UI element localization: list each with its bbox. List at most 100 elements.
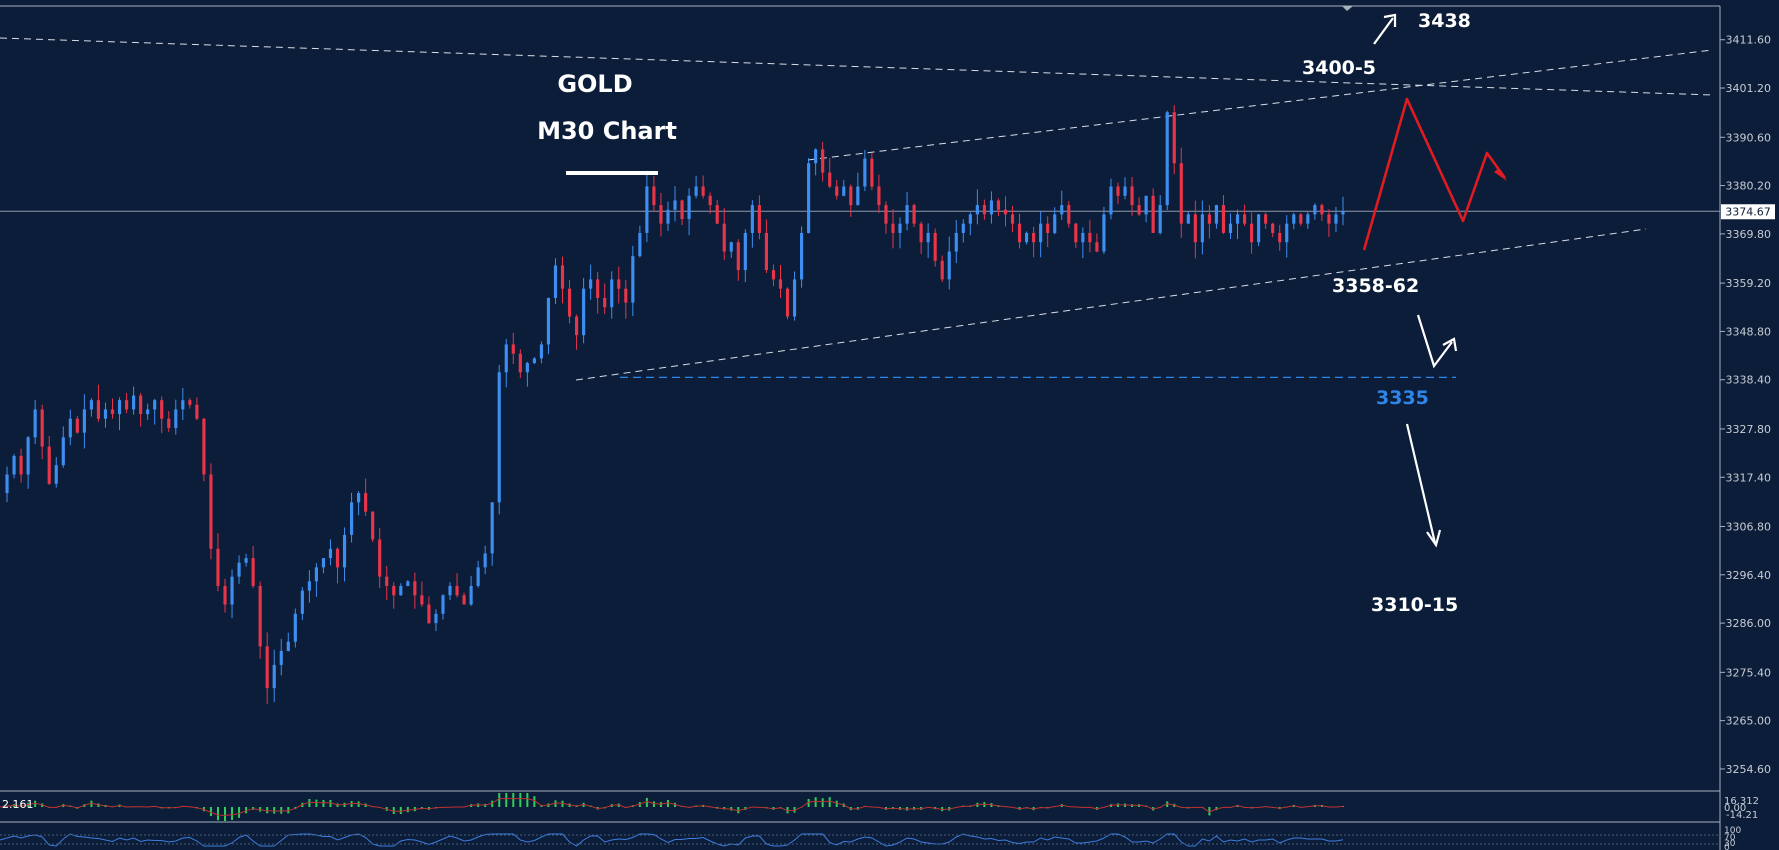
oscillator-bar xyxy=(34,800,37,807)
oscillator-bar xyxy=(821,798,824,807)
forecast-scenario xyxy=(1362,97,1507,251)
price-tick-label: 3317.40 xyxy=(1726,471,1772,484)
candle-body xyxy=(567,288,572,317)
candle-body xyxy=(371,511,375,540)
oscillator-bar xyxy=(526,793,529,807)
candle-body xyxy=(258,585,262,647)
oscillator-scale-mid: 0.00 xyxy=(1724,803,1746,814)
candle-body xyxy=(1123,186,1127,196)
candle-body xyxy=(1046,223,1050,233)
candle-body xyxy=(638,232,642,257)
candle-body xyxy=(1320,205,1324,215)
candle-body xyxy=(160,400,164,419)
candle-body xyxy=(933,232,937,261)
candle-body xyxy=(1010,214,1015,224)
candle-body xyxy=(195,404,199,419)
candle-body xyxy=(982,205,986,215)
price-tick-label: 3401.20 xyxy=(1726,82,1772,95)
rsi-scale-bottom: 0 xyxy=(1724,843,1730,850)
price-tick-label: 3327.80 xyxy=(1726,423,1772,436)
candle-body xyxy=(905,205,909,224)
candle-body xyxy=(490,502,494,554)
candle-body xyxy=(603,297,607,308)
candle-body xyxy=(870,158,874,187)
candle-body xyxy=(174,409,178,429)
oscillator-bar xyxy=(498,793,501,807)
candle-body xyxy=(828,172,832,187)
candle-body xyxy=(1172,112,1176,164)
candle-body xyxy=(342,534,347,568)
candle-body xyxy=(849,186,853,206)
candle-body xyxy=(898,223,902,233)
oscillator-bar xyxy=(315,799,318,807)
candle-body xyxy=(61,437,65,466)
oscillator-bar xyxy=(512,793,515,807)
oscillator-bar xyxy=(835,800,838,807)
candle-body xyxy=(694,186,698,196)
oscillator-bar xyxy=(287,807,290,814)
candle-body xyxy=(434,613,438,624)
candle-body xyxy=(1285,223,1289,243)
candle-body xyxy=(420,595,424,605)
oscillator-bar xyxy=(357,801,360,807)
candle-body xyxy=(947,251,951,280)
title-underline xyxy=(566,171,658,175)
candle-body xyxy=(96,400,101,419)
candle-body xyxy=(1306,214,1310,224)
oscillator-bar xyxy=(807,798,810,807)
candle-body xyxy=(1200,214,1204,243)
oscillator-bar xyxy=(90,800,93,807)
candle-body xyxy=(652,186,656,206)
candle-body xyxy=(272,664,276,689)
oscillator-bar xyxy=(737,807,740,814)
arrow-up-target-shaft xyxy=(1373,17,1394,45)
rsi-scale-top: 100 xyxy=(1724,826,1741,836)
candle-body xyxy=(1102,214,1106,252)
candle-body xyxy=(645,186,649,233)
candle-body xyxy=(891,223,895,233)
candle-body xyxy=(596,279,600,298)
candle-body xyxy=(996,200,1001,210)
price-tick-label: 3359.20 xyxy=(1726,277,1772,290)
candle-body xyxy=(919,223,923,243)
oscillator-bar xyxy=(273,807,276,814)
rsi-scale-30: 30 xyxy=(1724,839,1736,849)
candle-body xyxy=(842,186,846,196)
candle-body xyxy=(1158,205,1162,233)
candle-body xyxy=(574,316,579,336)
candle-body xyxy=(518,353,522,373)
candle-body xyxy=(462,595,466,605)
oscillator-bar xyxy=(645,797,648,807)
candle-body xyxy=(975,205,979,215)
candle-body xyxy=(1003,209,1008,215)
candle-body xyxy=(610,279,614,308)
candle-body xyxy=(1017,223,1022,243)
price-tick-label: 3275.40 xyxy=(1726,666,1772,679)
candle-body xyxy=(181,400,185,410)
candle-body xyxy=(729,242,733,252)
forecast-path xyxy=(1362,97,1507,251)
candle-body xyxy=(40,409,44,447)
candle-body xyxy=(701,186,705,196)
oscillator-bar xyxy=(224,807,227,821)
candle-body xyxy=(778,279,783,289)
candle-body xyxy=(1081,232,1085,243)
candle-body xyxy=(328,548,333,559)
candle-body xyxy=(167,418,171,429)
rsi-pane: 100 70 30 0 xyxy=(0,826,1741,850)
candle-body xyxy=(821,149,825,173)
oscillator-bar xyxy=(554,800,557,807)
candle-body xyxy=(33,409,37,438)
candle-body xyxy=(1088,232,1092,243)
oscillator-bar xyxy=(519,793,522,807)
candle-body xyxy=(1327,214,1331,224)
candle-body xyxy=(1250,223,1254,243)
candle-body xyxy=(1334,214,1338,224)
candle-body xyxy=(617,279,621,289)
candle-body xyxy=(335,548,340,568)
candle-body xyxy=(504,344,508,373)
candle-body xyxy=(1060,205,1064,215)
forecast-arrowhead xyxy=(1494,168,1507,181)
candle-body xyxy=(1242,214,1247,224)
